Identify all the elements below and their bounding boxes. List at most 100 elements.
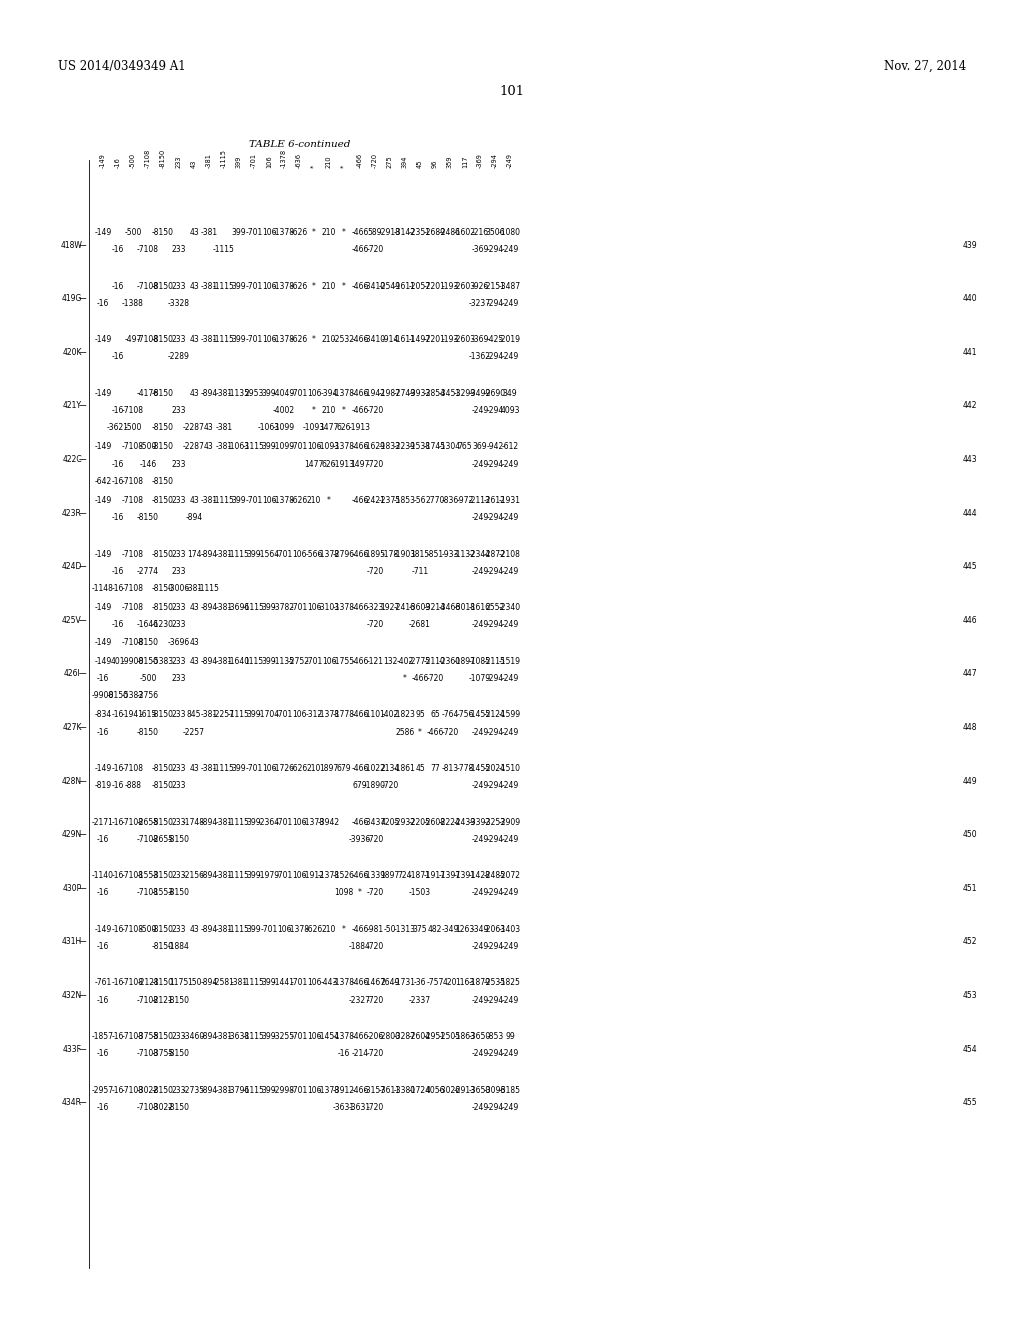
Text: -249: -249 bbox=[502, 727, 518, 737]
Text: -16: -16 bbox=[97, 942, 110, 950]
Text: -249: -249 bbox=[502, 298, 518, 308]
Text: -381: -381 bbox=[230, 978, 248, 987]
Text: -249: -249 bbox=[471, 566, 488, 576]
Text: -2257: -2257 bbox=[213, 710, 234, 719]
Text: -720: -720 bbox=[367, 459, 384, 469]
Text: 106: 106 bbox=[292, 549, 306, 558]
Text: -1388: -1388 bbox=[122, 298, 144, 308]
Text: -3022: -3022 bbox=[137, 1085, 159, 1094]
Text: *: * bbox=[312, 228, 316, 238]
Text: -466: -466 bbox=[412, 675, 429, 682]
Text: -3299: -3299 bbox=[454, 389, 476, 397]
Text: 451: 451 bbox=[963, 884, 977, 892]
Text: -3755: -3755 bbox=[137, 1032, 159, 1041]
Text: -1115: -1115 bbox=[228, 871, 250, 880]
Text: -1553: -1553 bbox=[137, 871, 159, 880]
Text: 349: 349 bbox=[503, 389, 517, 397]
Text: -1378: -1378 bbox=[273, 281, 295, 290]
Text: -1403: -1403 bbox=[499, 925, 521, 933]
Text: —: — bbox=[78, 294, 86, 304]
Text: 43: 43 bbox=[189, 281, 199, 290]
Text: 399: 399 bbox=[247, 710, 261, 719]
Text: -149: -149 bbox=[94, 496, 112, 506]
Text: -2124: -2124 bbox=[484, 710, 506, 719]
Text: -2289: -2289 bbox=[168, 352, 189, 362]
Text: -2998: -2998 bbox=[273, 1085, 295, 1094]
Text: -16: -16 bbox=[112, 246, 124, 255]
Text: -249: -249 bbox=[502, 942, 518, 950]
Text: -7108: -7108 bbox=[137, 888, 159, 898]
Text: -2505: -2505 bbox=[439, 1032, 461, 1041]
Text: 450: 450 bbox=[963, 830, 977, 840]
Text: -1745: -1745 bbox=[424, 442, 446, 451]
Text: -16: -16 bbox=[112, 871, 124, 880]
Text: 4093: 4093 bbox=[501, 407, 520, 414]
Text: -1917: -1917 bbox=[424, 871, 446, 880]
Text: 233: 233 bbox=[172, 1085, 186, 1094]
Text: -1304: -1304 bbox=[439, 442, 461, 451]
Text: -3392: -3392 bbox=[469, 817, 492, 826]
Text: -381: -381 bbox=[185, 583, 203, 593]
Text: -1879: -1879 bbox=[469, 978, 490, 987]
Text: *: * bbox=[312, 281, 316, 290]
Text: -894: -894 bbox=[201, 1032, 218, 1041]
Text: -149: -149 bbox=[94, 335, 112, 345]
Text: -2257: -2257 bbox=[183, 727, 205, 737]
Text: 233: 233 bbox=[172, 710, 186, 719]
Text: -1931: -1931 bbox=[499, 496, 521, 506]
Text: -720: -720 bbox=[372, 153, 378, 168]
Text: 233: 233 bbox=[172, 925, 186, 933]
Text: -500: -500 bbox=[139, 442, 157, 451]
Text: -7108: -7108 bbox=[122, 925, 144, 933]
Text: 117: 117 bbox=[462, 156, 468, 168]
Text: -402: -402 bbox=[396, 657, 414, 665]
Text: 1815: 1815 bbox=[411, 549, 429, 558]
Text: -466: -466 bbox=[351, 764, 369, 774]
Text: -701: -701 bbox=[275, 549, 293, 558]
Text: -206: -206 bbox=[367, 1032, 384, 1041]
Text: 626: 626 bbox=[337, 424, 351, 432]
Text: -8150: -8150 bbox=[152, 477, 174, 486]
Text: -1526: -1526 bbox=[333, 871, 355, 880]
Text: -8150: -8150 bbox=[152, 781, 174, 791]
Text: -16: -16 bbox=[97, 1102, 110, 1111]
Text: -1085: -1085 bbox=[469, 657, 490, 665]
Text: -149: -149 bbox=[100, 153, 106, 168]
Text: -249: -249 bbox=[507, 153, 513, 168]
Text: 443: 443 bbox=[963, 455, 977, 465]
Text: -16: -16 bbox=[112, 781, 124, 791]
Text: -2800: -2800 bbox=[379, 1032, 401, 1041]
Text: -381: -381 bbox=[215, 603, 232, 612]
Text: -1778: -1778 bbox=[333, 710, 355, 719]
Text: -3328: -3328 bbox=[168, 298, 190, 308]
Text: -3006: -3006 bbox=[168, 583, 190, 593]
Text: -16: -16 bbox=[112, 925, 124, 933]
Text: -972: -972 bbox=[457, 496, 474, 506]
Text: -249: -249 bbox=[502, 513, 518, 523]
Text: 399: 399 bbox=[262, 603, 276, 612]
Text: 106: 106 bbox=[262, 335, 276, 345]
Text: -8150: -8150 bbox=[168, 1049, 190, 1059]
Text: -2951: -2951 bbox=[424, 1032, 446, 1041]
Text: -2608: -2608 bbox=[424, 817, 446, 826]
Text: -1115: -1115 bbox=[213, 764, 234, 774]
Text: —: — bbox=[78, 884, 86, 892]
Text: 43: 43 bbox=[191, 160, 197, 168]
Text: -381: -381 bbox=[206, 153, 212, 168]
Text: -1510: -1510 bbox=[499, 764, 521, 774]
Text: -1378: -1378 bbox=[318, 871, 340, 880]
Text: -8150: -8150 bbox=[152, 281, 174, 290]
Text: 422C: 422C bbox=[62, 455, 82, 465]
Text: -323: -323 bbox=[367, 603, 384, 612]
Text: 106: 106 bbox=[292, 710, 306, 719]
Text: -249: -249 bbox=[471, 727, 488, 737]
Text: 420: 420 bbox=[442, 978, 458, 987]
Text: -3696: -3696 bbox=[228, 603, 250, 612]
Text: -1391: -1391 bbox=[454, 871, 476, 880]
Text: —: — bbox=[78, 937, 86, 946]
Text: -1313: -1313 bbox=[394, 925, 416, 933]
Text: -1979: -1979 bbox=[258, 871, 280, 880]
Text: -8150: -8150 bbox=[152, 978, 174, 987]
Text: 99: 99 bbox=[505, 1032, 515, 1041]
Text: -3026: -3026 bbox=[439, 1085, 461, 1094]
